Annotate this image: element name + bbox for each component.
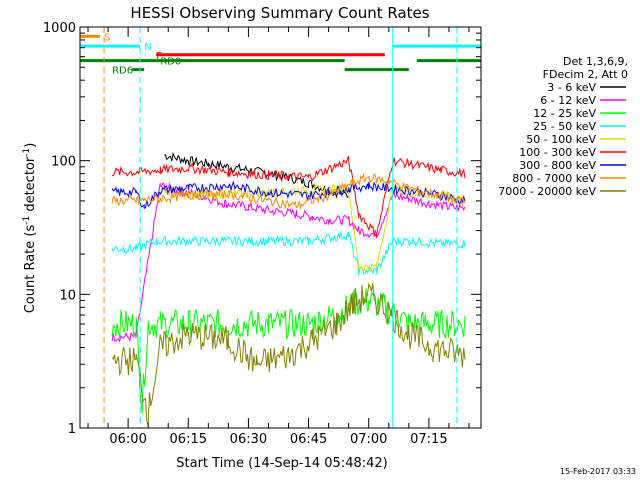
x-tick-label: 06:00 <box>109 432 146 447</box>
series-line-2 <box>111 288 466 414</box>
x-axis: 06:00 06:15 06:30 06:45 07:00 07:15 <box>87 27 470 447</box>
series-line-7 <box>111 172 466 210</box>
flag-label-n: N <box>144 42 151 53</box>
y-tick-label: 10 <box>59 288 76 303</box>
legend-entry-label: 100 - 300 keV <box>519 146 596 159</box>
x-tick-label: 07:00 <box>350 432 387 447</box>
y-axis: 1 10 100 1000 <box>43 21 481 437</box>
series-lines <box>111 151 466 426</box>
legend: Det 1,3,6,9, FDecim 2, Att 0 3 - 6 keV6 … <box>498 55 628 198</box>
chart-title: HESSI Observing Summary Count Rates <box>130 4 429 22</box>
legend-entry-label: 800 - 7000 keV <box>512 172 596 185</box>
series-line-0 <box>164 151 349 199</box>
y-axis-label-sup2: -1 <box>22 148 32 157</box>
flag-label-f: F <box>156 51 162 62</box>
x-tick-label: 06:45 <box>290 432 327 447</box>
legend-entry-label: 50 - 100 keV <box>526 133 596 146</box>
legend-entry-label: 6 - 12 keV <box>540 94 596 107</box>
series-line-6 <box>111 180 466 209</box>
y-axis-label-main: Count Rate (s <box>23 225 38 314</box>
y-axis-label-end: ) <box>23 143 38 148</box>
flag-label-rd6: RD6 <box>112 66 133 77</box>
event-lines <box>103 27 458 428</box>
x-tick-label: 07:15 <box>410 432 447 447</box>
legend-entry-label: 300 - 800 keV <box>519 159 596 172</box>
x-axis-label: Start Time (14-Sep-14 05:48:42) <box>176 456 387 471</box>
plot-frame <box>79 26 482 429</box>
y-axis-label: Count Rate (s-1 detector-1) <box>22 143 38 314</box>
legend-entry-label: 3 - 6 keV <box>547 81 596 94</box>
series-line-3 <box>111 231 466 276</box>
y-tick-label: 1000 <box>43 21 76 36</box>
legend-header-2: FDecim 2, Att 0 <box>543 68 628 81</box>
x-tick-label: 06:30 <box>230 432 267 447</box>
legend-entry-label: 12 - 25 keV <box>533 107 596 120</box>
generation-timestamp: 15-Feb-2017 03:33 <box>560 467 636 476</box>
y-axis-label-mid: detector <box>23 156 38 216</box>
observing-flag-bars: SNFRD0RD6 <box>80 32 481 77</box>
series-line-5 <box>111 155 466 238</box>
y-axis-label-sup1: -1 <box>22 216 32 225</box>
y-tick-label: 100 <box>51 155 76 170</box>
legend-entry-label: 7000 - 20000 keV <box>498 185 596 198</box>
flag-label-s: S <box>104 32 110 43</box>
series-line-8 <box>111 282 466 426</box>
legend-entry-label: 25 - 50 keV <box>533 120 596 133</box>
legend-header-1: Det 1,3,6,9, <box>563 55 628 68</box>
x-tick-label: 06:15 <box>170 432 207 447</box>
y-tick-label: 1 <box>68 422 76 437</box>
